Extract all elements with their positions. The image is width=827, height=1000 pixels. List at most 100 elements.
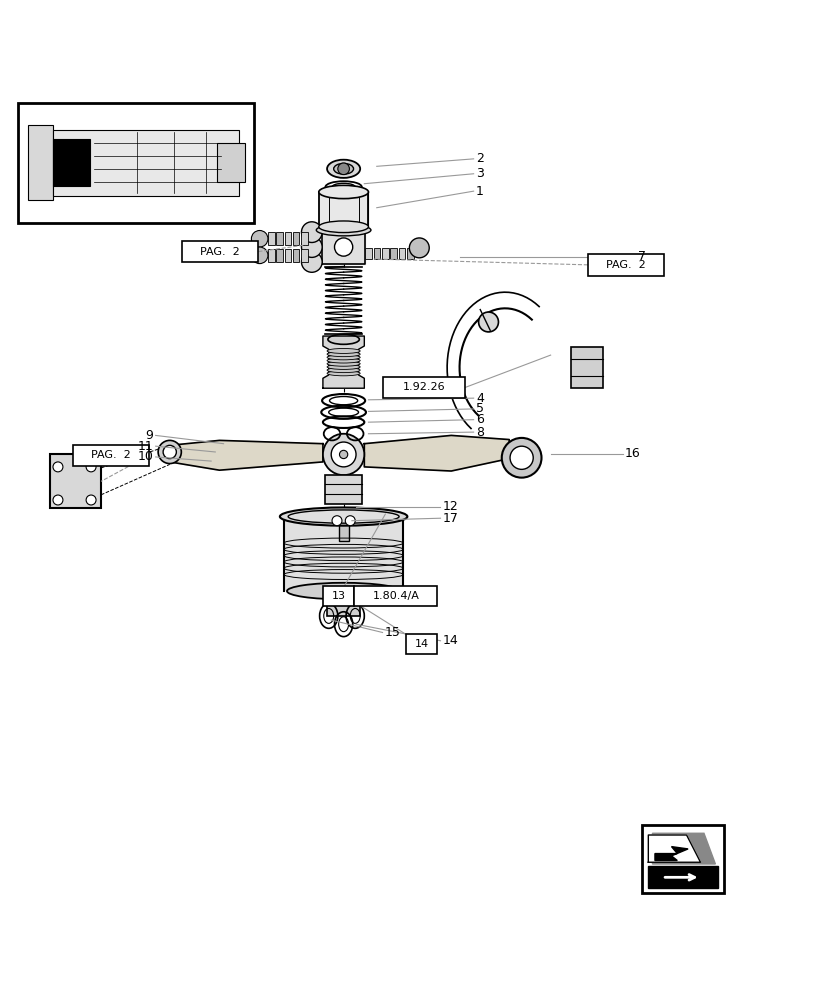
Circle shape (53, 495, 63, 505)
Ellipse shape (327, 334, 359, 344)
Bar (53, 139, 90, 186)
Bar (571, 347, 602, 388)
Circle shape (501, 438, 541, 478)
Polygon shape (170, 440, 323, 470)
Bar (587, 254, 663, 276)
Ellipse shape (158, 440, 181, 464)
Bar (354, 586, 437, 606)
Bar (641, 825, 724, 893)
Circle shape (251, 230, 268, 247)
Ellipse shape (301, 237, 322, 257)
Text: 7: 7 (637, 250, 645, 263)
Bar (276, 232, 283, 245)
Ellipse shape (301, 222, 322, 242)
Bar (73, 445, 149, 466)
Circle shape (337, 163, 349, 175)
Bar (182, 241, 258, 262)
Text: 4: 4 (476, 392, 484, 405)
Bar (18, 103, 254, 223)
Text: PAG.  2: PAG. 2 (605, 260, 645, 270)
Bar (325, 475, 361, 504)
Bar (50, 454, 101, 508)
Ellipse shape (280, 507, 407, 526)
Polygon shape (648, 835, 700, 862)
Ellipse shape (318, 185, 368, 199)
Ellipse shape (327, 368, 360, 373)
Ellipse shape (287, 583, 399, 599)
Bar (338, 524, 348, 541)
Ellipse shape (333, 163, 353, 174)
Bar (276, 249, 283, 262)
Text: 17: 17 (442, 512, 458, 525)
Text: 16: 16 (624, 447, 640, 460)
Ellipse shape (327, 371, 360, 376)
Text: 14: 14 (414, 639, 428, 649)
Circle shape (478, 312, 498, 332)
Ellipse shape (323, 434, 364, 475)
Bar (284, 232, 291, 245)
Bar (293, 249, 299, 262)
Text: 1.92.26: 1.92.26 (402, 382, 445, 392)
Bar (398, 248, 404, 259)
Bar (268, 232, 275, 245)
Bar (390, 248, 396, 259)
Polygon shape (364, 435, 509, 471)
Ellipse shape (327, 364, 360, 369)
Ellipse shape (327, 348, 360, 353)
Bar (318, 192, 368, 227)
Text: 10: 10 (137, 450, 153, 463)
Ellipse shape (327, 361, 360, 366)
Ellipse shape (288, 510, 399, 523)
Text: 15: 15 (385, 626, 400, 639)
Bar (406, 248, 413, 259)
Bar (381, 248, 388, 259)
Polygon shape (323, 336, 364, 388)
Text: PAG.  2: PAG. 2 (200, 247, 240, 257)
Polygon shape (654, 847, 687, 861)
Bar (53, 130, 239, 196)
Ellipse shape (327, 355, 360, 360)
Ellipse shape (339, 450, 347, 459)
Circle shape (509, 446, 533, 469)
Bar (284, 249, 291, 262)
Circle shape (409, 238, 428, 258)
Ellipse shape (331, 442, 356, 467)
Ellipse shape (301, 252, 322, 272)
Text: 1: 1 (476, 185, 484, 198)
Bar (217, 143, 245, 182)
Text: 11: 11 (137, 440, 153, 453)
Text: 3: 3 (476, 167, 484, 180)
Bar (268, 249, 275, 262)
Bar (328, 513, 358, 524)
Polygon shape (648, 866, 717, 888)
Polygon shape (322, 230, 365, 264)
Bar (301, 249, 308, 262)
Text: 13: 13 (332, 591, 345, 601)
Text: 14: 14 (442, 634, 458, 647)
Bar (293, 232, 299, 245)
Circle shape (86, 495, 96, 505)
Ellipse shape (163, 445, 176, 459)
Circle shape (53, 462, 63, 472)
Text: 9: 9 (145, 429, 153, 442)
Text: 2: 2 (476, 152, 484, 165)
Circle shape (251, 247, 268, 264)
Ellipse shape (327, 160, 360, 178)
Bar (284, 517, 403, 591)
Circle shape (86, 462, 96, 472)
Bar (28, 125, 53, 200)
Circle shape (345, 516, 355, 526)
Ellipse shape (318, 221, 368, 233)
Bar (405, 634, 437, 654)
Bar (301, 232, 308, 245)
Bar (327, 599, 360, 616)
Bar (382, 377, 465, 398)
Text: 12: 12 (442, 500, 458, 513)
Text: 6: 6 (476, 413, 484, 426)
Bar (365, 248, 371, 259)
Ellipse shape (327, 352, 360, 357)
Text: 1.80.4/A: 1.80.4/A (372, 591, 418, 601)
Bar (323, 586, 354, 606)
Ellipse shape (327, 358, 360, 363)
Bar (373, 248, 380, 259)
